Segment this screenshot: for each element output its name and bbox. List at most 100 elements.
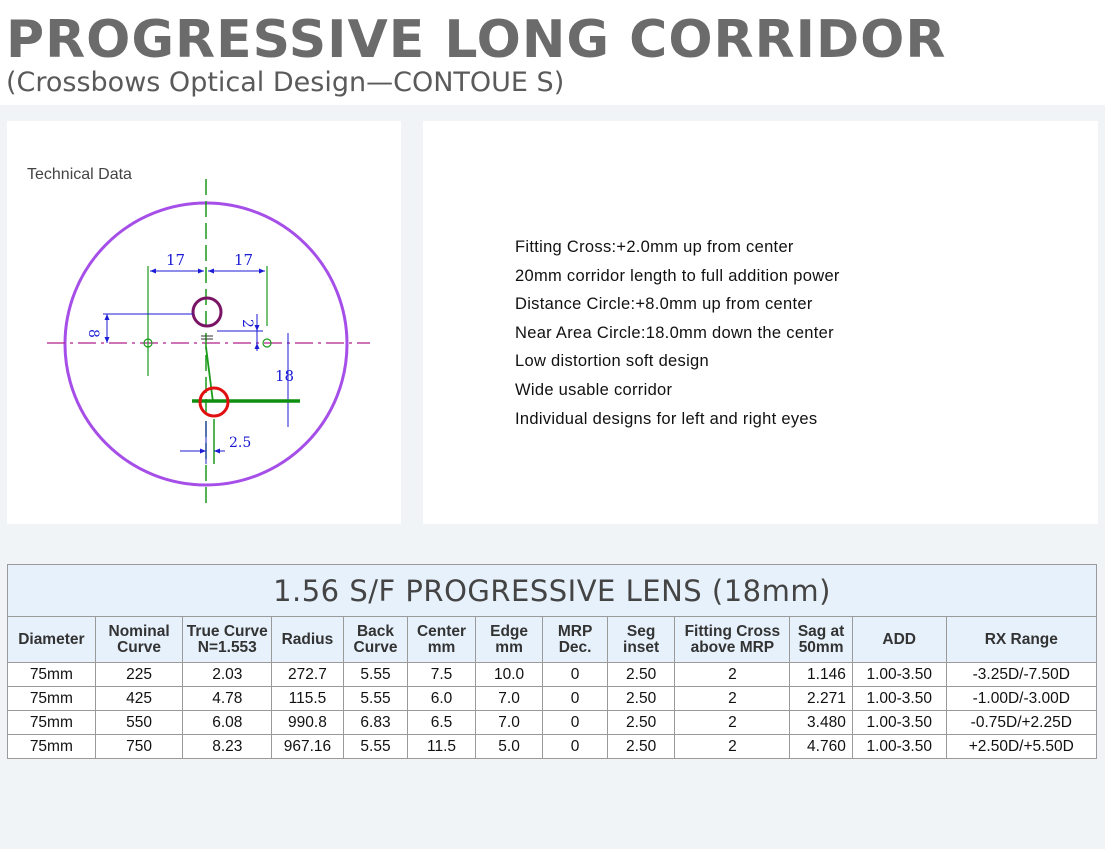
technical-panel: Technical Data 17 17 8 2 18 — [7, 121, 401, 524]
table-cell: 2.50 — [606, 710, 676, 735]
column-header-line: True Curve — [186, 622, 268, 640]
column-header: RX Range — [945, 616, 1098, 663]
column-header: Edge mm — [474, 616, 544, 663]
table-cell: 5.0 — [474, 734, 544, 759]
table-row: 75mm 550 6.08 990.8 6.83 6.5 7.0 0 2.50 2 3.480 1.0… — [7, 710, 1098, 735]
feature-item: Near Area Circle:18.0mm down the center — [515, 323, 834, 342]
table-cell: 75mm — [7, 662, 96, 687]
column-header-line: mm — [495, 638, 523, 656]
table-cell: 75mm — [7, 734, 96, 759]
column-header: Radius — [271, 616, 344, 663]
table-cell: 8.23 — [182, 734, 273, 759]
dim-17-left: 17 — [166, 251, 185, 269]
feature-item: Individual designs for left and right ey… — [515, 409, 818, 428]
table-cell: 967.16 — [271, 734, 344, 759]
table-cell: 1.00-3.50 — [851, 662, 947, 687]
table-cell: 5.55 — [342, 662, 409, 687]
table-cell: 2.271 — [789, 686, 853, 711]
table-cell: 990.8 — [271, 710, 344, 735]
column-header: Sag at 50mm — [789, 616, 853, 663]
column-header-line: ADD — [882, 630, 917, 648]
table-cell: 5.55 — [342, 734, 409, 759]
header: PROGRESSIVE LONG CORRIDOR (Crossbows Opt… — [0, 0, 1105, 105]
table-cell: 2.50 — [606, 734, 676, 759]
table-cell: 3.480 — [789, 710, 853, 735]
dim-inset-arrowheads — [200, 448, 220, 454]
right-reference-circle — [262, 338, 272, 348]
table-cell: 0 — [542, 734, 608, 759]
near-area-circle — [198, 386, 230, 418]
column-header-line: inset — [623, 638, 660, 656]
table-cell: 6.83 — [342, 710, 409, 735]
lens-diagram: 17 17 8 2 18 2.5 — [47, 179, 370, 503]
spec-table: 1.56 S/F PROGRESSIVE LENS (18mm) Diamete… — [7, 564, 1098, 759]
table-cell: 75mm — [7, 710, 96, 735]
column-header-line: Curve — [353, 638, 398, 656]
table-cell: -0.75D/+2.25D — [945, 710, 1098, 735]
column-header-line: Back — [356, 622, 395, 640]
feature-item: Fitting Cross:+2.0mm up from center — [515, 238, 794, 256]
table-cell: 75mm — [7, 686, 96, 711]
dim-8-arrowheads — [104, 314, 110, 343]
dim-2-arrowheads — [254, 325, 260, 349]
table-row: 75mm 225 2.03 272.7 5.55 7.5 10.0 0 2.50 2 1.146 1.… — [7, 662, 1098, 687]
column-header: Seg inset — [606, 616, 676, 663]
table-header-row: Diameter Nominal Curve True Curve N=1.553 Rad… — [7, 616, 1098, 663]
table-cell: 425 — [94, 686, 184, 711]
column-header-line: Diameter — [18, 630, 85, 648]
table-cell: 0 — [542, 710, 608, 735]
table-cell: 550 — [94, 710, 184, 735]
column-header-line: Curve — [117, 638, 162, 656]
table-cell: -3.25D/-7.50D — [945, 662, 1098, 687]
table-cell: 225 — [94, 662, 184, 687]
table-cell: 4.78 — [182, 686, 273, 711]
table-cell: 2.03 — [182, 662, 273, 687]
table-cell: 1.00-3.50 — [851, 734, 947, 759]
dim-18: 18 — [275, 367, 294, 385]
feature-item: 20mm corridor length to full addition po… — [515, 266, 840, 285]
table-cell: 1.146 — [789, 662, 853, 687]
column-header: Back Curve — [342, 616, 409, 663]
features-panel: Fitting Cross:+2.0mm up from center 20mm… — [423, 121, 1098, 524]
table-cell: 115.5 — [271, 686, 344, 711]
table-body: 75mm 225 2.03 272.7 5.55 7.5 10.0 0 2.50 2 1.146 1.… — [7, 662, 1098, 759]
dim-17-right: 17 — [234, 251, 253, 269]
table-cell: 6.0 — [407, 686, 476, 711]
column-header-line: Nominal — [108, 622, 170, 640]
column-header-line: Edge — [490, 622, 529, 640]
table-row: 75mm 425 4.78 115.5 5.55 6.0 7.0 0 2.50 2 2.271 1.0… — [7, 686, 1098, 711]
table-cell: -1.00D/-3.00D — [945, 686, 1098, 711]
table-cell: 1.00-3.50 — [851, 686, 947, 711]
column-header: True Curve N=1.553 — [182, 616, 273, 663]
column-header-line: N=1.553 — [197, 638, 257, 656]
table-row: 75mm 750 8.23 967.16 5.55 11.5 5.0 0 2.50 2 4.760 1… — [7, 734, 1098, 759]
column-header-line: Fitting Cross — [684, 622, 781, 640]
table-caption: 1.56 S/F PROGRESSIVE LENS (18mm) — [7, 564, 1097, 617]
column-header: Fitting Cross above MRP — [674, 616, 791, 663]
column-header-line: Radius — [281, 630, 334, 648]
table-cell: 2 — [674, 710, 791, 735]
feature-item: Low distortion soft design — [515, 352, 709, 371]
feature-list: Fitting Cross:+2.0mm up from center 20mm… — [515, 233, 840, 433]
dim-inset: 2.5 — [229, 435, 251, 451]
far-area-circle — [191, 296, 223, 328]
feature-item: Distance Circle:+8.0mm up from center — [515, 295, 813, 314]
column-header-line: above MRP — [690, 638, 775, 656]
table-cell: 750 — [94, 734, 184, 759]
page-title: PROGRESSIVE LONG CORRIDOR — [6, 10, 947, 70]
column-header: Diameter — [7, 616, 96, 663]
table-cell: 2 — [674, 686, 791, 711]
table-cell: +2.50D/+5.50D — [945, 734, 1098, 759]
column-header-line: mm — [427, 638, 456, 656]
table-cell: 2.50 — [606, 662, 676, 687]
table-cell: 2.50 — [606, 686, 676, 711]
table-cell: 2 — [674, 734, 791, 759]
column-header: Nominal Curve — [94, 616, 184, 663]
table-cell: 0 — [542, 662, 608, 687]
column-header: MRP Dec. — [542, 616, 608, 663]
table-cell: 6.08 — [182, 710, 273, 735]
table-cell: 5.55 — [342, 686, 409, 711]
table-cell: 4.760 — [789, 734, 853, 759]
table-cell: 10.0 — [474, 662, 544, 687]
column-header-line: Center — [416, 622, 467, 640]
